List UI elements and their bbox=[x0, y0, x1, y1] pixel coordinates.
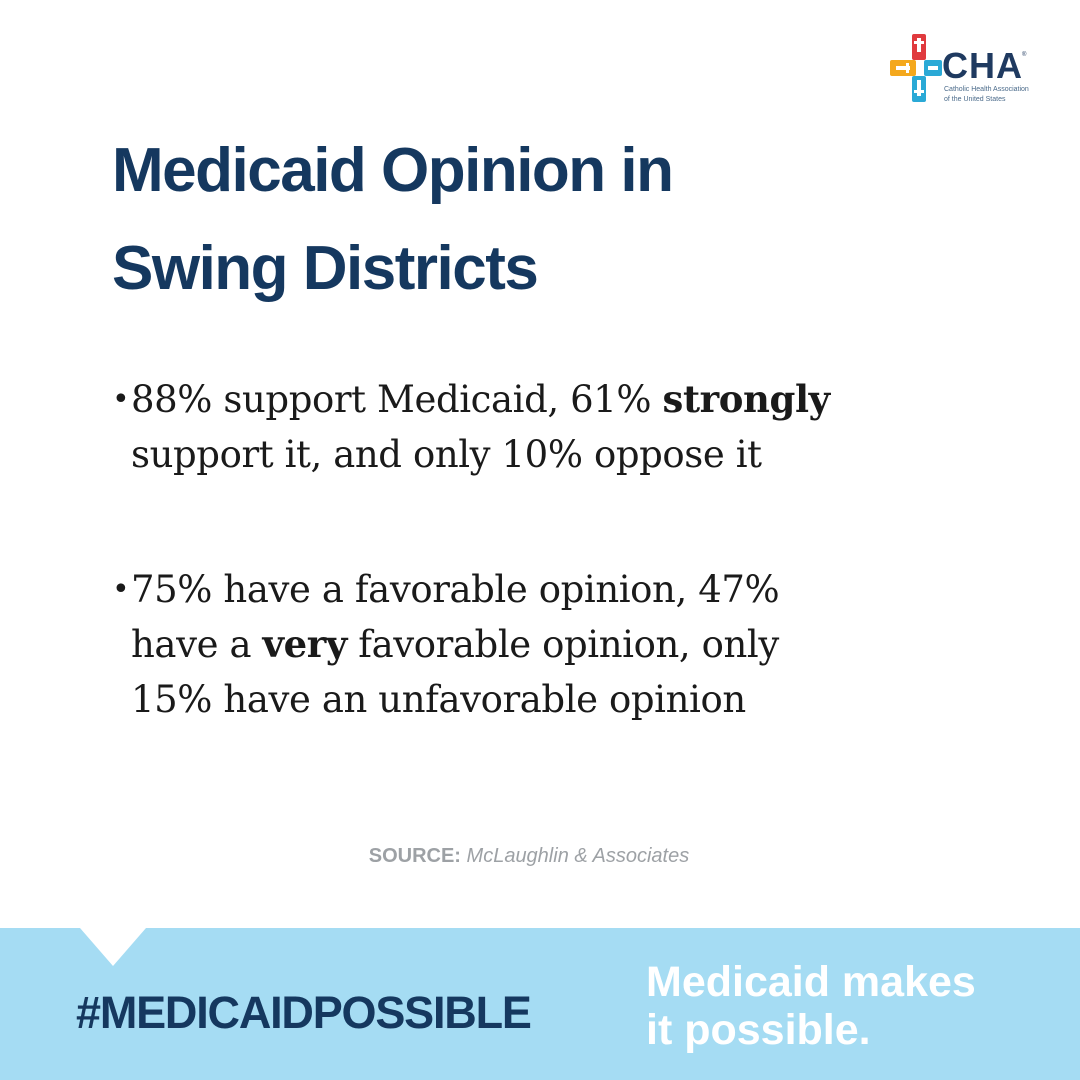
bullet-2-line1: 75% have a favorable opinion, 47% bbox=[131, 568, 780, 611]
bullet-item-favorability: • 75% have a favorable opinion, 47% have … bbox=[112, 562, 1012, 727]
title-line-2: Swing Districts bbox=[112, 234, 539, 303]
tagline-line-2: it possible. bbox=[646, 1006, 871, 1054]
hashtag: #MEDICAIDPOSSIBLE bbox=[76, 987, 532, 1038]
source-citation: SOURCE: McLaughlin & Associates bbox=[0, 845, 1058, 868]
bullet-text: 75% have a favorable opinion, 47% have a … bbox=[112, 562, 1012, 727]
tagline-line-1: Medicaid makes bbox=[646, 958, 976, 1006]
cross-keys-icon bbox=[890, 34, 942, 102]
tagline: Medicaid makes it possible. bbox=[646, 958, 976, 1054]
speech-notch-icon bbox=[80, 928, 146, 966]
footer-band bbox=[0, 928, 1080, 1080]
logo-subtitle-line1: Catholic Health Association bbox=[944, 86, 1029, 93]
bullet-item-support: • 88% support Medicaid, 61% strongly supp… bbox=[112, 372, 1012, 482]
bullet-2-line2-start: have a bbox=[131, 623, 263, 666]
bullet-1-line2: support it, and only 10% oppose it bbox=[131, 433, 762, 476]
bullet-2-line3: 15% have an unfavorable opinion bbox=[131, 678, 746, 721]
bullet-text: 88% support Medicaid, 61% strongly suppor… bbox=[112, 372, 1012, 482]
bullet-marker: • bbox=[112, 382, 130, 417]
registered-mark: ® bbox=[1022, 52, 1027, 58]
bullet-2-line2-end: favorable opinion, only bbox=[346, 623, 779, 666]
bullet-1-emphasis: strongly bbox=[662, 377, 831, 421]
logo-subtitle-line2: of the United States bbox=[944, 96, 1006, 103]
bullet-marker: • bbox=[112, 572, 130, 607]
bullet-2-emphasis: very bbox=[262, 622, 347, 666]
title-line-1: Medicaid Opinion in bbox=[112, 136, 674, 205]
source-label: SOURCE: bbox=[368, 845, 461, 867]
logo-wordmark: CHA bbox=[942, 45, 1023, 86]
cha-logo: CHA ® Catholic Health Association of the… bbox=[888, 30, 1048, 110]
source-name: McLaughlin & Associates bbox=[466, 845, 690, 867]
page-title: Medicaid Opinion in Swing Districts bbox=[112, 122, 932, 318]
bullet-1-line1-start: 88% support Medicaid, 61% bbox=[131, 378, 663, 421]
